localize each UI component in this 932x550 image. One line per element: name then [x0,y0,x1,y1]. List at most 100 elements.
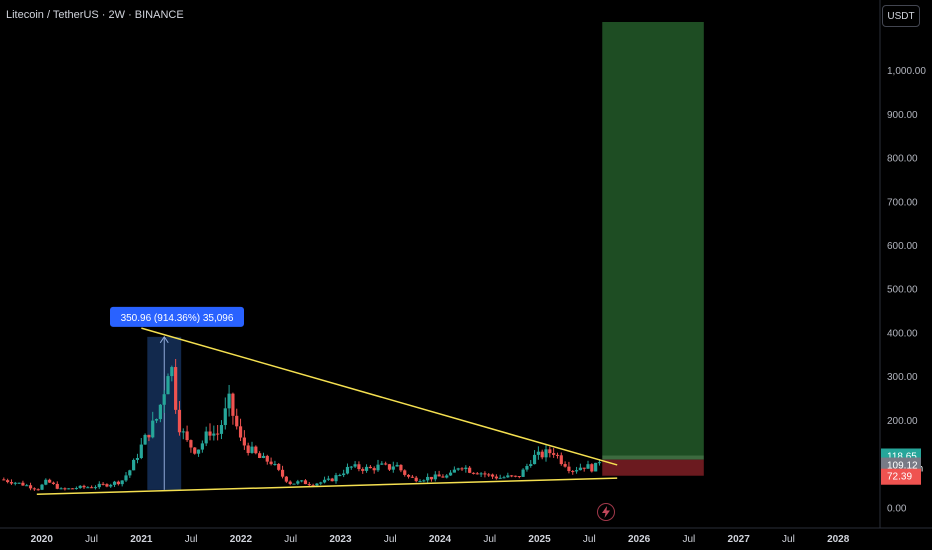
price-axis-label: 300.00 [887,372,918,383]
candle-body [544,449,548,458]
candle-body [479,473,483,475]
time-axis-label: 2023 [329,534,352,545]
candle-body [238,426,243,438]
candle-body [216,433,220,435]
candle-body [55,483,59,489]
candle-body [25,485,29,487]
candle-body [433,474,437,480]
candle-body [48,479,52,483]
candle-body [235,415,239,427]
candle-body [357,464,361,470]
candle-body [422,480,426,482]
candle-body [185,431,189,441]
time-axis-label: 2024 [429,534,452,545]
candle-body [59,488,63,490]
candle-body [563,464,567,467]
candle-body [555,454,560,456]
candle-body [196,449,201,454]
candle-body [590,464,594,472]
candle-body [567,466,571,472]
candle-body [174,367,178,410]
price-axis[interactable]: 0.00 200.00 300.00 400.00 500.00 600.00 700.00… [887,66,926,514]
candle-body [90,487,94,489]
candle-body [487,474,491,476]
lower-price-tag-bg [881,468,921,485]
candle-body [36,489,40,491]
candle-body [525,465,529,470]
lightning-icon-button[interactable] [597,503,615,521]
candle-body [582,467,586,469]
measure-label-bg [110,306,244,327]
candle-body [254,446,258,454]
candle-body [219,425,224,434]
stop-price-tag-text: 109.12 [887,461,918,472]
candle-body [97,483,101,488]
candle-body [326,478,330,480]
time-axis-label: Jul [483,534,496,545]
candle-body [82,485,86,488]
candle-body [151,420,155,438]
candle-body [529,464,533,466]
candle-body [21,482,25,486]
candle-body [353,464,357,467]
candle-body [376,464,380,471]
candle-body [307,484,311,486]
candle-body [521,469,525,477]
candle-body [109,484,113,487]
time-axis-label: 2026 [628,534,651,545]
candle-body [372,468,376,471]
candle-body [128,470,132,476]
candle-body [536,451,540,455]
time-axis-label: Jul [782,534,795,545]
candle-body [288,481,292,484]
candle-body [559,455,563,465]
candle-body [258,453,262,459]
position-zones [602,22,704,476]
candle-body [494,476,498,479]
candle-body [490,474,495,477]
candle-body [67,488,71,490]
candle-body [51,482,56,484]
candle-body [181,431,185,433]
candle-body [532,454,537,465]
chart-title: Litecoin / TetherUS · 2W · BINANCE [6,9,184,21]
candle-body [6,480,10,483]
candle-body [74,488,78,490]
time-axis-label: 2025 [528,534,551,545]
candle-body [460,468,464,470]
candle-body [93,487,98,489]
price-axis-label: 800.00 [887,154,918,165]
time-axis[interactable]: 2020 Jul 2021 Jul 2022 Jul 2023 Jul 2024 Jul 2025 J… [31,534,850,545]
candle-body [468,467,472,473]
lightning-icon [602,506,610,518]
candle-body [502,477,506,479]
candle-body [403,470,407,475]
currency-button[interactable]: USDT [882,5,920,27]
candle-body [426,476,430,481]
candle-body [242,437,246,446]
candle-body [448,472,453,476]
candle-body [120,480,124,485]
candle-body [387,464,392,470]
candle-body [441,476,445,478]
candle-body [250,446,254,453]
candle-body [139,444,143,458]
candle-body [414,477,418,482]
lower-price-tag-text: 72.39 [887,472,912,483]
time-axis-label: 2020 [31,534,54,545]
candle-body [292,483,296,485]
candle-body [338,475,342,477]
candle-body [364,466,369,471]
candle-body [9,482,14,484]
candle-body [158,404,162,420]
candle-body [498,477,502,479]
candle-body [578,467,582,471]
candle-body [586,464,590,469]
candle-body [395,464,399,467]
candle-body [166,376,170,395]
candle-body [540,451,544,458]
candle-body [548,449,552,454]
candle-body [154,419,159,421]
